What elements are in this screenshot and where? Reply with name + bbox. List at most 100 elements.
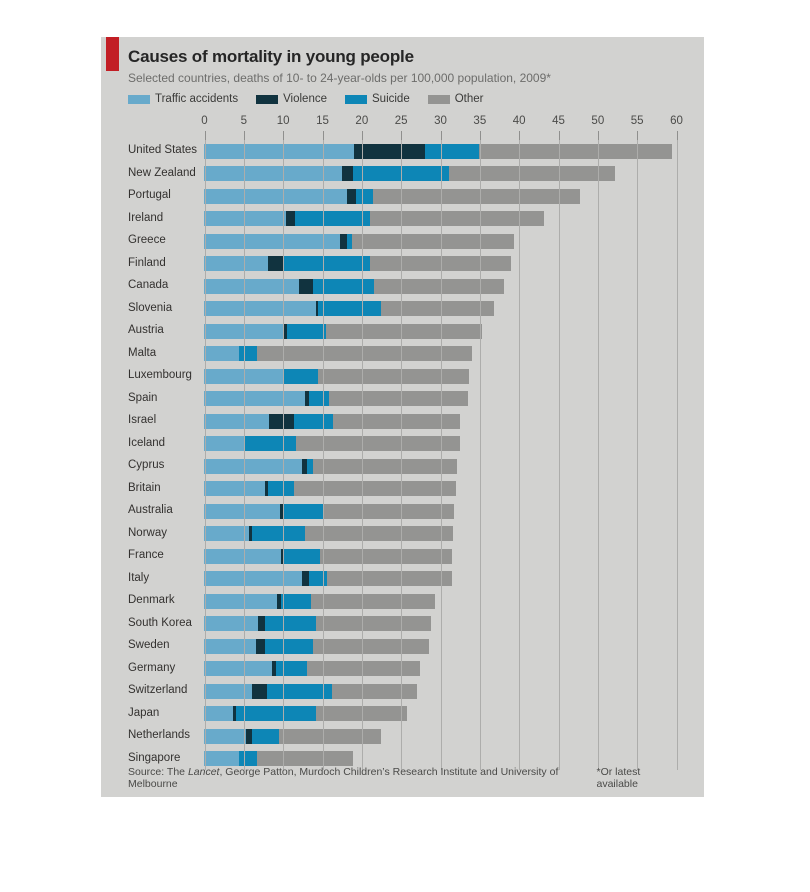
bar-segment-other [256,346,473,362]
legend-label: Violence [283,93,327,105]
bar-segment-violence [272,661,277,677]
bar-segment-suicide [347,233,352,249]
legend-item-suicide: Suicide [345,93,410,105]
bar-segment-other [324,503,455,519]
bar-segment-violence [354,143,426,159]
axis-tick-mark [676,131,678,140]
bar-segment-traffic-accidents [204,436,245,452]
gridline [440,140,442,770]
country-label: Denmark [128,594,175,606]
bar-row: Australia [101,500,704,523]
bar-segment-suicide [307,458,314,474]
bar-segment-other [326,571,452,587]
stacked-bar [204,458,458,474]
stacked-bar [204,481,457,497]
country-label: Netherlands [128,729,191,741]
country-label: Malta [128,346,157,359]
legend-label: Other [454,93,484,105]
source-text: Source: The Lancet, George Patton, Murdo… [128,766,559,790]
stacked-bar [204,346,473,362]
bar-segment-violence [248,526,252,542]
bar-segment-suicide [308,571,327,587]
bar-row: Canada [101,275,704,298]
bar-segment-suicide [309,391,330,407]
bar-segment-other [319,548,452,564]
country-label: Israel [128,414,157,426]
bar-segment-violence [245,728,252,744]
axis-tick-label: 60 [670,115,683,127]
bar-segment-traffic-accidents [204,616,259,632]
country-label: France [128,549,164,561]
axis-tick-label: 40 [512,115,526,127]
bar-segment-other [373,188,580,204]
country-label: Iceland [128,436,166,449]
gridline [637,140,639,770]
bar-segment-violence [277,593,282,609]
bar-segment-suicide [236,706,317,722]
stacked-bar [204,391,468,407]
gridline [676,140,678,770]
bar-segment-violence [301,571,309,587]
stacked-bar [204,143,673,159]
chart-card: Causes of mortality in young people Sele… [101,37,704,797]
bar-segment-suicide [283,503,325,519]
bar-segment-other [307,661,421,677]
axis-tick-mark [479,131,481,140]
country-label: Britain [128,481,161,494]
stacked-bar [204,706,407,722]
gridline [558,140,560,770]
country-label: Luxembourg [128,369,192,381]
bar-row: Finland [101,253,704,276]
bar-segment-other [305,526,454,542]
gridline [479,140,481,770]
bar-segment-violence [255,638,265,654]
bar-segment-violence [315,301,319,317]
bar-segment-suicide [284,368,319,384]
axis-tick-label: 10 [276,115,290,127]
bar-segment-other [373,278,504,294]
bar-segment-traffic-accidents [204,233,341,249]
bar-row: Britain [101,478,704,501]
bar-segment-violence [285,211,296,227]
bar-row: Greece [101,230,704,253]
country-label: Slovenia [128,301,173,314]
gridline [519,140,521,770]
gridline [597,140,599,770]
bar-row: Cyprus [101,455,704,478]
chart-subtitle: Selected countries, deaths of 10- to 24-… [128,71,551,85]
stacked-bar [204,233,514,249]
stacked-bar [204,278,504,294]
bar-segment-traffic-accidents [204,458,303,474]
bar-segment-suicide [276,661,308,677]
stacked-bar [204,503,455,519]
stacked-bar [204,661,421,677]
bar-segment-violence [279,503,284,519]
country-label: United States [128,144,198,156]
legend-swatch-icon [345,94,367,104]
legend-label: Suicide [372,93,410,105]
bar-segment-other [329,391,468,407]
country-label: Australia [128,504,173,516]
bar-segment-suicide [295,211,370,227]
gridline [322,140,324,770]
stacked-bar [204,571,452,587]
bar-segment-traffic-accidents [204,301,316,317]
stacked-bar [204,256,511,272]
bar-row: Switzerland [101,680,704,703]
country-label: South Korea [128,616,192,629]
bar-segment-violence [342,166,353,182]
bar-row: Luxembourg [101,365,704,388]
axis-tick-mark [401,131,403,140]
legend-item-other: Other [427,93,484,105]
bar-segment-traffic-accidents [204,526,249,542]
bar-segment-traffic-accidents [204,481,265,497]
axis-tick-mark [361,131,363,140]
bar-segment-violence [347,188,356,204]
bar-row: Malta [101,343,704,366]
country-label: Japan [128,706,160,719]
legend-label: Traffic accidents [155,93,239,105]
bar-segment-violence [251,683,267,699]
bar-segment-suicide [313,278,374,294]
economist-red-tab [106,37,119,71]
bar-segment-traffic-accidents [204,548,282,564]
